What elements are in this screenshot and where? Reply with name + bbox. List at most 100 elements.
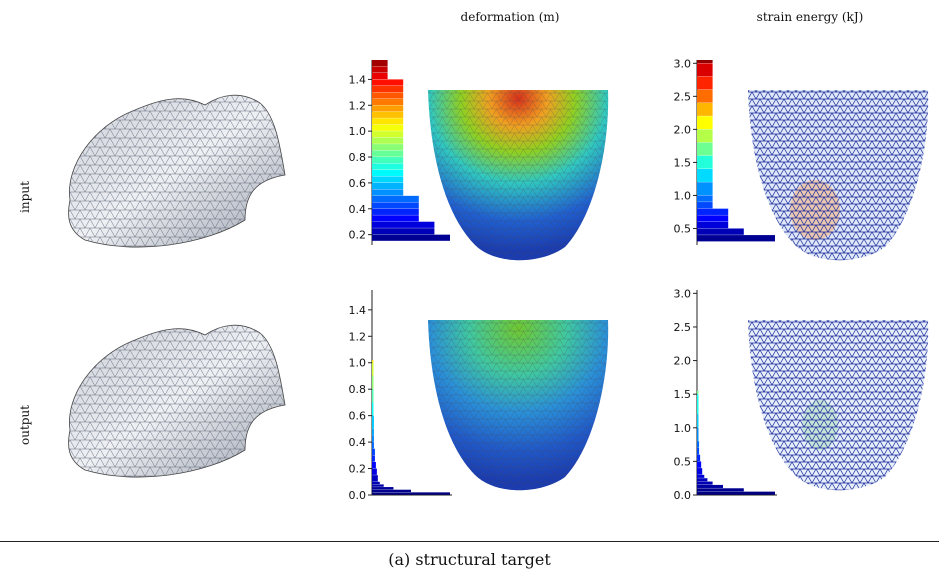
histogram-bar	[372, 484, 384, 487]
column-header-deformation: deformation (m)	[460, 10, 560, 24]
histogram-bar	[372, 85, 404, 93]
histogram-bar	[372, 428, 374, 436]
histogram-bar	[697, 202, 713, 209]
input-deformation-histogram: 0.2 0.4 0.6 0.8 1.0 1.2 1.4	[349, 60, 450, 245]
histogram-bar	[697, 484, 723, 488]
histogram-bar	[372, 60, 388, 67]
histogram-bar	[697, 155, 713, 169]
histogram-bar	[372, 98, 404, 105]
output-strain-field	[748, 320, 929, 491]
histogram-bar	[372, 189, 404, 196]
output-deformation-field	[428, 320, 609, 491]
histogram-bar	[697, 491, 775, 495]
histogram-bar	[697, 63, 713, 77]
output-strain-histogram: 0.0 0.5 1.0 1.5 2.0 2.5 3.0	[674, 287, 777, 502]
input-strain-field	[748, 90, 929, 261]
histogram-bar	[697, 60, 713, 64]
histogram-bar	[372, 221, 435, 228]
y-tick-label: 0.8	[349, 151, 367, 164]
y-tick-label: 1.0	[349, 357, 367, 370]
y-tick-label: 1.4	[349, 304, 367, 317]
y-tick-label: 0.6	[349, 410, 367, 423]
y-tick-label: 1.5	[674, 156, 692, 169]
y-tick-label: 0.5	[674, 455, 692, 468]
histogram-bar	[697, 478, 708, 482]
row-label-input: input	[18, 181, 32, 213]
histogram-bar	[372, 144, 404, 151]
histogram-bar	[697, 182, 713, 196]
y-tick-label: 3.0	[674, 287, 692, 300]
histogram-bar	[372, 228, 435, 235]
y-tick-label: 0.4	[349, 436, 367, 449]
histogram-bar	[372, 468, 377, 475]
histogram-bar	[697, 390, 699, 394]
y-tick-label: 2.5	[674, 321, 692, 334]
histogram-bar	[697, 142, 713, 156]
histogram-bar	[372, 487, 394, 490]
y-tick-label: 1.5	[674, 388, 692, 401]
histogram-bar	[372, 176, 404, 183]
histogram-bar	[697, 414, 699, 428]
histogram-bar	[372, 375, 374, 389]
histogram-bar	[372, 415, 374, 429]
y-tick-label: 1.4	[349, 73, 367, 86]
figure-caption: (a) structural target	[388, 550, 551, 569]
histogram-bar	[697, 208, 729, 215]
histogram-bar	[372, 72, 388, 80]
histogram-bar	[372, 208, 419, 215]
histogram-bar	[697, 116, 713, 130]
histogram-bar	[372, 481, 380, 485]
y-tick-label: 1.0	[349, 125, 367, 138]
histogram-bar	[372, 202, 419, 209]
histogram-bar	[697, 447, 700, 455]
histogram-bar	[372, 461, 376, 469]
histogram-bar	[372, 442, 374, 449]
y-tick-label: 1.2	[349, 99, 367, 112]
input-deformation-field	[428, 90, 609, 261]
y-tick-label: 0.8	[349, 383, 367, 396]
histogram-bar	[697, 454, 701, 462]
histogram-bar	[372, 402, 374, 416]
histogram-bar	[372, 124, 404, 131]
histogram-bar	[697, 195, 713, 202]
histogram-bar	[372, 234, 450, 241]
histogram-bar	[372, 150, 404, 157]
histogram-bar	[697, 488, 744, 492]
histogram-bar	[372, 105, 404, 112]
histogram-bar	[372, 215, 419, 222]
histogram-bar	[372, 435, 374, 442]
y-tick-label: 0.0	[674, 489, 692, 502]
y-tick-label: 0.0	[349, 489, 367, 502]
output-deformation-histogram: 0.0 0.2 0.4 0.6 0.8 1.0 1.2 1.4	[349, 290, 452, 502]
histogram-bar	[372, 163, 404, 170]
histogram-bar	[372, 475, 378, 482]
histogram-bar	[697, 221, 729, 229]
histogram-bar	[372, 448, 375, 456]
y-tick-label: 0.4	[349, 203, 367, 216]
y-tick-label: 3.0	[674, 57, 692, 70]
histogram-bar	[372, 111, 404, 118]
histogram-bar	[697, 481, 713, 485]
histogram-bar	[372, 157, 404, 164]
histogram-bar	[372, 489, 411, 493]
histogram-bar	[372, 118, 404, 125]
y-tick-label: 0.2	[349, 463, 367, 476]
histogram-bar	[697, 461, 702, 468]
histogram-bar	[372, 492, 450, 495]
histogram-bar	[372, 195, 419, 203]
histogram-bar	[697, 468, 703, 475]
histogram-bar	[372, 79, 404, 86]
y-tick-label: 1.0	[674, 422, 692, 435]
histogram-bar	[697, 76, 713, 90]
histogram-bar	[697, 89, 713, 103]
histogram-bar	[697, 129, 713, 143]
histogram-bar	[697, 228, 744, 235]
histogram-bar	[372, 389, 374, 403]
histogram-bar	[697, 215, 729, 222]
histogram-bar	[697, 474, 705, 478]
histogram-bar	[697, 102, 713, 116]
histogram-bar	[372, 92, 404, 99]
y-tick-label: 0.6	[349, 177, 367, 190]
histogram-bar	[372, 360, 374, 363]
histogram-bar	[697, 394, 699, 415]
